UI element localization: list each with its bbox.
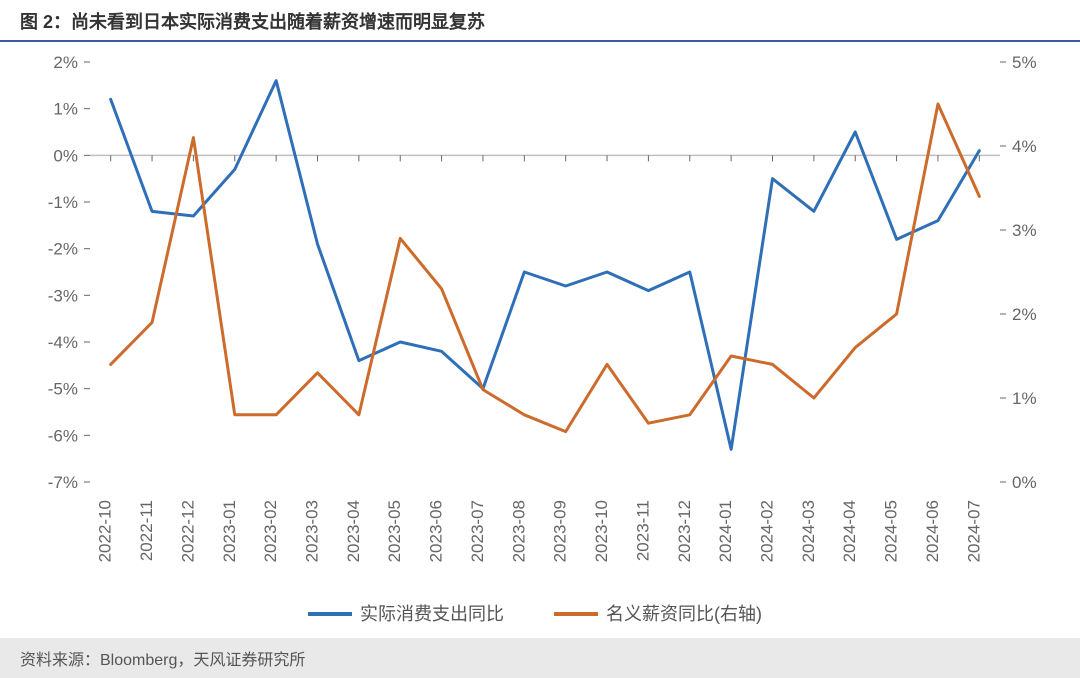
svg-text:2024-02: 2024-02 — [758, 500, 777, 562]
svg-text:2024-03: 2024-03 — [799, 500, 818, 562]
svg-text:-6%: -6% — [48, 426, 78, 445]
svg-text:2022-11: 2022-11 — [137, 500, 156, 561]
svg-text:2023-02: 2023-02 — [261, 500, 280, 562]
svg-text:实际消费支出同比: 实际消费支出同比 — [360, 604, 504, 624]
svg-text:-2%: -2% — [48, 240, 78, 259]
svg-text:-1%: -1% — [48, 193, 78, 212]
line-chart: -7% -6% -5% -4% -3% -2% -1% 0% 1% 2% 0% 1% 2% 3% 4% 5% 2… — [0, 42, 1080, 632]
svg-text:2024-01: 2024-01 — [716, 500, 735, 562]
svg-text:2023-01: 2023-01 — [220, 500, 239, 562]
svg-text:2023-07: 2023-07 — [468, 500, 487, 562]
svg-text:2022-12: 2022-12 — [178, 500, 197, 562]
svg-text:2023-06: 2023-06 — [427, 500, 446, 562]
source-citation: 资料来源：Bloomberg，天风证券研究所 — [0, 638, 1080, 678]
svg-text:-3%: -3% — [48, 286, 78, 305]
svg-text:3%: 3% — [1012, 221, 1037, 240]
svg-text:2023-11: 2023-11 — [633, 500, 652, 561]
svg-text:2023-03: 2023-03 — [303, 500, 322, 562]
chart-container: -7% -6% -5% -4% -3% -2% -1% 0% 1% 2% 0% 1% 2% 3% 4% 5% 2… — [0, 42, 1080, 632]
svg-text:2%: 2% — [53, 53, 78, 72]
svg-text:1%: 1% — [53, 100, 78, 119]
svg-text:5%: 5% — [1012, 53, 1037, 72]
svg-text:2023-04: 2023-04 — [344, 500, 363, 562]
svg-text:2024-07: 2024-07 — [964, 500, 983, 562]
svg-text:0%: 0% — [53, 146, 78, 165]
svg-text:名义薪资同比(右轴): 名义薪资同比(右轴) — [606, 604, 762, 624]
svg-text:2023-09: 2023-09 — [551, 500, 570, 562]
chart-title: 图 2：尚未看到日本实际消费支出随着薪资增速而明显复苏 — [0, 0, 1080, 42]
svg-text:2%: 2% — [1012, 305, 1037, 324]
svg-text:2024-05: 2024-05 — [882, 500, 901, 562]
svg-text:-5%: -5% — [48, 380, 78, 399]
svg-text:2023-05: 2023-05 — [385, 500, 404, 562]
svg-text:2022-10: 2022-10 — [96, 500, 115, 562]
svg-text:2024-04: 2024-04 — [840, 500, 859, 562]
svg-text:-7%: -7% — [48, 473, 78, 492]
svg-text:4%: 4% — [1012, 137, 1037, 156]
svg-text:2023-12: 2023-12 — [675, 500, 694, 562]
svg-text:2024-06: 2024-06 — [923, 500, 942, 562]
svg-text:2023-08: 2023-08 — [509, 500, 528, 562]
svg-text:-4%: -4% — [48, 333, 78, 352]
svg-text:2023-10: 2023-10 — [592, 500, 611, 562]
svg-text:1%: 1% — [1012, 389, 1037, 408]
svg-text:0%: 0% — [1012, 473, 1037, 492]
